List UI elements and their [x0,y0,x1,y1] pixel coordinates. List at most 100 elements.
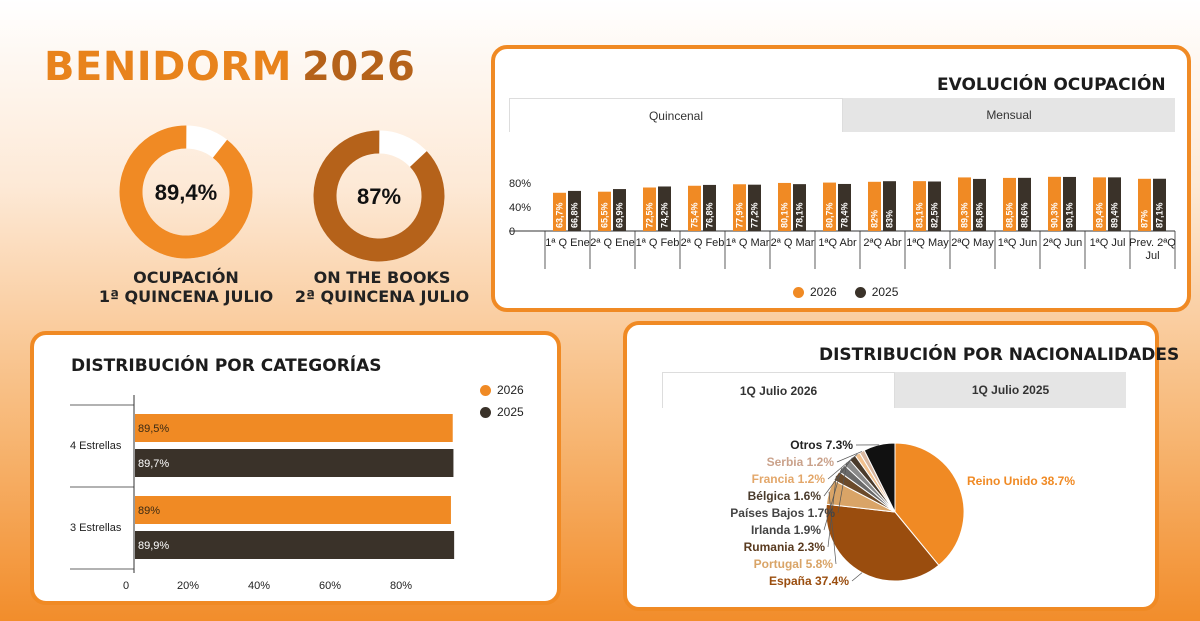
pie-label: Irlanda 1.9% [751,523,821,537]
leader-line [823,457,853,497]
x-tick-label: 60% [319,580,341,592]
category-label: 2ªQ Jun [1043,237,1083,249]
bar-value-label: 78,1% [795,202,805,228]
categories-panel: DISTRIBUCIÓN POR CATEGORÍAS 2026 2025 4 … [30,331,561,605]
bar-2025 [748,184,761,231]
evolution-title: EVOLUCIÓN OCUPACIÓN [937,75,1166,95]
bar-value-label: 88,6% [1020,202,1030,228]
x-tick-label: 0 [123,580,129,592]
category-label: 1ªQ Jun [998,237,1038,249]
bar-2025 [883,181,896,231]
bar-value-label: 83,1% [915,202,925,228]
pie-slice [863,442,896,513]
bar-value-label: 66,8% [570,202,580,228]
bar-value-label: 89,7% [138,458,169,470]
pie-label: Portugal 5.8% [754,557,834,571]
evolution-legend: 2026 2025 [793,285,898,299]
bar-2025 [1153,178,1166,231]
tab-1q-julio-2025[interactable]: 1Q Julio 2025 [895,372,1126,408]
evolution-panel: EVOLUCIÓN OCUPACIÓN Quincenal Mensual 0 4… [491,45,1191,312]
bar-value-label: 87% [1140,210,1150,228]
bar-value-label: 72,5% [645,202,655,228]
categories-title: DISTRIBUCIÓN POR CATEGORÍAS [71,356,382,376]
occupancy-caption: OCUPACIÓN 1ª QUINCENA JULIO [96,268,276,306]
bar-value-label: 89% [138,505,160,517]
pie-label: Serbia 1.2% [767,455,835,469]
bar-value-label: 82,5% [930,202,940,228]
bar-2026 [778,182,791,231]
pie-label: España 37.4% [769,574,849,588]
bar-2025 [658,186,671,231]
cat-legend-label-2025: 2025 [497,405,524,419]
category-label: 1ªQ Jul [1090,237,1126,249]
bar-2026 [688,185,701,231]
bar-2026 [913,181,926,231]
bar-value-label: 89,4% [1110,202,1120,228]
tab-1q-julio-2026[interactable]: 1Q Julio 2026 [662,372,895,408]
donut-value: 87% [357,184,401,209]
y-tick-label: 40% [509,202,531,214]
bar-2026 [823,182,836,231]
donut-arc [119,125,253,259]
bar-value-label: 90,3% [1050,202,1060,228]
legend-label-2025: 2025 [871,285,899,299]
nationalities-tabs: 1Q Julio 2026 1Q Julio 2025 [662,372,1126,408]
pie-slice [894,442,965,567]
nationalities-panel: DISTRIBUCIÓN POR NACIONALIDADES 1Q Julio… [623,321,1179,611]
bar-value-label: 74,2% [660,202,670,228]
category-label: Prev. 2ªQ [1129,237,1176,249]
category-label: 2ªQ Abr [863,237,902,249]
categories-legend: 2026 2025 [480,383,524,419]
bar-value-label: 80,7% [825,202,835,228]
bar-value-label: 89,5% [138,423,169,435]
bar-value-label: 76,8% [705,202,715,228]
x-tick-label: 40% [248,580,270,592]
bar-2026 [1003,177,1016,231]
bar-value-label: 87,1% [1155,202,1165,228]
tab-mensual[interactable]: Mensual [843,98,1175,132]
bar-2025 [568,190,581,231]
occupancy-donut: 89,4% [119,125,253,259]
pie-label: Países Bajos 1.7% [730,506,835,520]
bar-2025 [928,181,941,231]
title-year: 2026 [301,44,416,90]
category-label: 2ª Q Feb [681,237,725,249]
legend-dot-2026 [793,286,804,298]
bar-2026 [135,414,453,442]
category-label: 1ªQ May [906,237,949,249]
nationalities-pie: Reino Unido 38.7% España 37.4% Portugal 5.… [730,438,1075,588]
evolution-tabs: Quincenal Mensual [509,98,1175,132]
category-label: 1ª Q Feb [636,237,680,249]
leader-line [823,468,842,531]
bar-2026 [733,184,746,231]
bar-value-label: 75,4% [690,202,700,228]
bar-value-label: 80,1% [780,202,790,228]
cat-legend-2026: 2026 [480,383,524,397]
bar-value-label: 78,4% [840,202,850,228]
bar-value-label: 83% [885,210,895,228]
categories-chart: 4 Estrellas 89,5% 89,7% 3 Estrellas 89% 89,9%… [70,395,455,592]
bar-value-label: 89,9% [138,540,169,552]
cat-legend-dot-2025 [480,406,491,418]
bar-2026 [643,187,656,231]
bar-2025 [1063,176,1076,231]
pie-label: Francia 1.2% [752,472,826,486]
category-label: 4 Estrellas [70,440,122,452]
nationalities-title: DISTRIBUCIÓN POR NACIONALIDADES [819,345,1180,365]
bar-2025 [973,178,986,231]
category-label: 2ª Q Ene [590,237,634,249]
category-label: Jul [1145,250,1159,262]
tab-quincenal[interactable]: Quincenal [509,98,843,132]
bar-2025 [1108,177,1121,231]
bar-value-label: 89,3% [960,202,970,228]
bar-value-label: 69,9% [615,202,625,228]
category-label: 3 Estrellas [70,522,122,534]
x-tick-label: 80% [390,580,412,592]
bar-2026 [1138,178,1151,231]
leader-line [827,453,858,480]
bar-value-label: 90,1% [1065,202,1075,228]
occupancy-caption-line2: 1ª QUINCENA JULIO [98,287,274,306]
page-title: BENIDORM 2026 [44,44,415,90]
bar-2025 [838,183,851,231]
bar-value-label: 77,9% [735,202,745,228]
